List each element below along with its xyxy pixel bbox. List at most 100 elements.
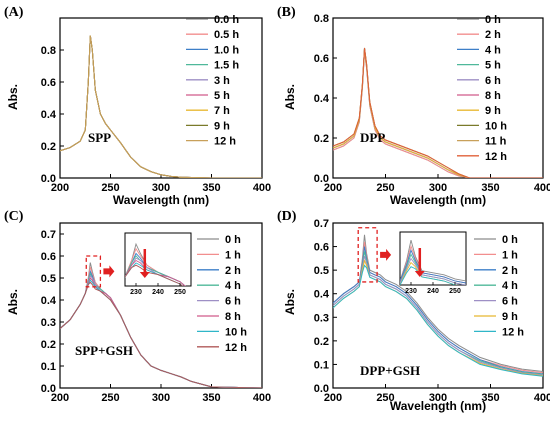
inset-x-tick-label: 230 <box>130 289 142 296</box>
zoom-region-box <box>85 255 102 288</box>
decrease-arrow-icon <box>139 272 150 278</box>
inset-series-line <box>400 266 458 285</box>
y-tick-label: 0.8 <box>314 13 329 25</box>
y-tick-label: 0.5 <box>41 273 56 285</box>
y-tick-label: 0.4 <box>314 93 330 105</box>
inset-panel: 230 240 250 <box>399 231 467 295</box>
x-tick-label: 400 <box>253 392 271 404</box>
zoom-pointer-arrow-icon <box>380 248 392 261</box>
plot-frame <box>332 17 544 179</box>
series-line-5-h <box>60 35 262 178</box>
inset-panel: 230 240 250 <box>124 232 192 296</box>
legend-entry: 1 h <box>502 249 518 261</box>
x-tick-label: 300 <box>152 182 170 194</box>
y-axis-title: Abs. <box>6 289 20 315</box>
series-line-5-h <box>333 47 543 178</box>
x-tick-label: 200 <box>324 182 342 194</box>
panel-label: (D) <box>277 209 297 224</box>
decrease-arrow-icon <box>414 271 425 277</box>
x-tick-label: 300 <box>429 392 447 404</box>
legend-entry: 1.0 h <box>214 44 239 56</box>
inset-series-group <box>400 239 466 285</box>
legend-entry: 0.0 h <box>214 14 239 26</box>
legend-entry: 10 h <box>225 326 247 338</box>
y-tick-label: 0.7 <box>314 218 329 230</box>
series-line-9-h <box>333 49 543 178</box>
series-group <box>333 234 543 377</box>
y-tick-label: 0.4 <box>41 295 57 307</box>
series-line-0-h <box>333 51 543 178</box>
inset-series-group <box>125 242 186 286</box>
series-line-1-5-h <box>60 35 262 178</box>
y-tick-label: 0.3 <box>41 317 56 329</box>
legend-entry: 12 h <box>214 136 236 148</box>
series-line-0-5-h <box>60 35 262 178</box>
series-line-11-h <box>333 47 543 178</box>
legend-entry: 6 h <box>225 296 241 308</box>
x-axis-title: Wavelength (nm) <box>390 399 486 413</box>
legend-entry: 5 h <box>214 90 230 102</box>
x-tick-label: 350 <box>481 392 499 404</box>
legend-entry: 12 h <box>225 342 247 354</box>
y-tick-label: 0.2 <box>314 336 329 348</box>
sample-label: DPP+GSH <box>360 363 420 378</box>
legend-entry: 9 h <box>485 105 501 117</box>
y-tick-label: 0.0 <box>314 173 329 185</box>
chart-panel-a: (A) 200 250 300 350 400 0.0 0.2 0.4 0.6 0.8 Wavelen… <box>4 5 271 207</box>
legend-entry: 1.5 h <box>214 60 239 72</box>
series-group <box>60 35 262 178</box>
legend-entry: 12 h <box>485 151 507 163</box>
inset-x-tick-label: 250 <box>449 288 461 295</box>
legend-entry: 6 h <box>502 296 518 308</box>
legend-entry: 3 h <box>214 75 230 87</box>
sample-label: DPP <box>360 130 385 145</box>
x-tick-label: 350 <box>481 182 499 194</box>
y-tick-label: 0.1 <box>314 359 329 371</box>
chart-panel-c: (C) 200 250 300 350 400 0.0 0.1 0.2 0.3 0.4 0.5 0.6 0… <box>4 209 271 404</box>
legend-entry: 11 h <box>485 136 507 148</box>
legend-entry: 0.5 h <box>214 29 239 41</box>
series-line-9-h <box>60 35 262 178</box>
series-line-0-0-h <box>60 35 262 178</box>
series-line-1-0-h <box>60 35 262 178</box>
inset-x-tick-label: 230 <box>405 288 417 295</box>
legend-entry: 12 h <box>502 326 524 338</box>
legend-entry: 4 h <box>502 280 518 292</box>
x-tick-label: 200 <box>51 392 69 404</box>
inset-x-tick-label: 240 <box>152 289 164 296</box>
legend-entry: 0 h <box>485 14 501 26</box>
x-tick-label: 300 <box>429 182 447 194</box>
legend-entry: 6 h <box>485 75 501 87</box>
series-line-12-h <box>333 264 543 377</box>
series-group <box>333 47 543 178</box>
y-tick-label: 0.6 <box>314 242 329 254</box>
panel-label: (C) <box>4 209 24 224</box>
legend-entry: 8 h <box>485 90 501 102</box>
legend-entry: 2 h <box>225 265 241 277</box>
x-tick-label: 200 <box>51 182 69 194</box>
panel-label: (A) <box>4 5 24 20</box>
y-tick-label: 0.1 <box>41 361 56 373</box>
series-line-10-h <box>333 47 543 178</box>
inset-frame <box>124 232 192 287</box>
series-line-7-h <box>60 35 262 178</box>
y-axis-title: Abs. <box>283 289 297 315</box>
y-tick-label: 0.2 <box>41 339 56 351</box>
legend-entry: 2 h <box>502 265 518 277</box>
inset-series-line <box>400 257 466 285</box>
x-tick-label: 250 <box>101 182 119 194</box>
x-tick-label: 250 <box>101 392 119 404</box>
legend-entry: 9 h <box>214 120 230 132</box>
x-axis-title: Wavelength (nm) <box>390 193 486 207</box>
legend-entry: 7 h <box>214 105 230 117</box>
inset-x-tick-label: 240 <box>427 288 439 295</box>
y-tick-label: 0.0 <box>41 383 56 395</box>
legend-entry: 0 h <box>502 234 518 246</box>
x-tick-label: 250 <box>376 182 394 194</box>
legend-entry: 5 h <box>485 60 501 72</box>
inset-series-line <box>400 248 466 284</box>
x-tick-label: 350 <box>202 392 220 404</box>
series-line-12-h <box>333 47 543 178</box>
y-tick-label: 0.7 <box>41 229 56 241</box>
y-tick-label: 0.4 <box>41 109 57 121</box>
